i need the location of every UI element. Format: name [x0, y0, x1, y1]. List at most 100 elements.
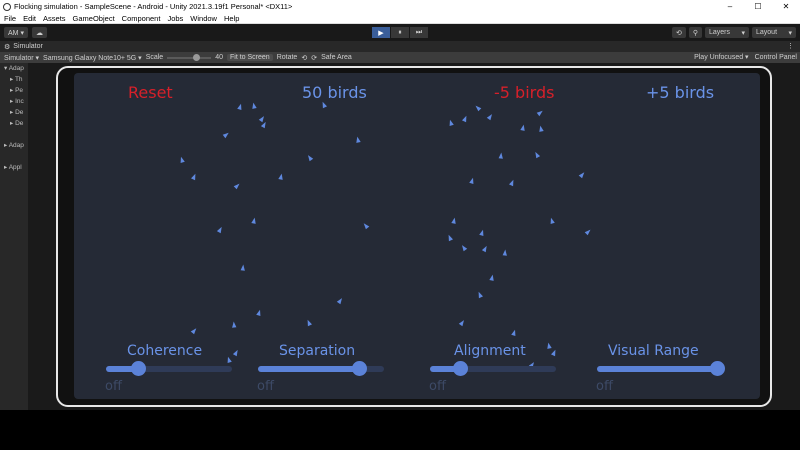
menu-jobs[interactable]: Jobs: [167, 13, 184, 23]
bird: [237, 103, 242, 110]
bird-count-label: 50 birds: [302, 83, 367, 102]
layout-dropdown[interactable]: Layout ▾: [752, 27, 796, 38]
chevron-down-icon: ▾: [741, 29, 745, 37]
account-dropdown[interactable]: AM ▾: [4, 27, 28, 38]
bird: [180, 156, 185, 163]
minimize-button[interactable]: –: [727, 2, 733, 11]
coherence-fill: [106, 366, 138, 372]
alignment-fill: [430, 366, 461, 372]
visual-range-slider[interactable]: [597, 361, 725, 376]
tree-item[interactable]: ▸ Th: [10, 76, 23, 83]
tree-item[interactable]: ▸ Inc: [10, 98, 24, 105]
play-mode-dropdown[interactable]: Play Unfocused ▾: [694, 54, 749, 61]
menu-assets[interactable]: Assets: [43, 13, 66, 23]
bird: [232, 321, 237, 328]
coherence-knob[interactable]: [130, 361, 146, 376]
tree-item[interactable]: ▸ De: [10, 109, 24, 116]
bird: [462, 115, 467, 123]
bird: [216, 226, 222, 234]
bird: [536, 110, 543, 117]
step-button[interactable]: ⏭: [410, 27, 428, 38]
bird: [551, 349, 556, 357]
play-button[interactable]: ▶: [372, 27, 390, 38]
menu-edit[interactable]: Edit: [23, 13, 37, 23]
window-title: Flocking simulation - SampleScene - Andr…: [14, 2, 293, 11]
window-controls: – ☐ ✕: [716, 0, 800, 13]
separation-slider[interactable]: [258, 361, 384, 376]
game-screen[interactable]: Reset 50 birds -5 birds +5 birds Coheren…: [74, 73, 760, 399]
rotate-left-icon[interactable]: ⟲: [301, 54, 308, 62]
tree-item[interactable]: ▸ Pe: [10, 87, 24, 94]
bird: [258, 116, 264, 123]
mode-dropdown[interactable]: Simulator ▾: [4, 54, 40, 62]
coherence-slider[interactable]: [106, 361, 232, 376]
menu-help[interactable]: Help: [223, 13, 240, 23]
bird: [486, 114, 492, 121]
device-dropdown[interactable]: Samsung Galaxy Note10+ 5G ▾: [43, 54, 142, 62]
reset-button[interactable]: Reset: [128, 83, 173, 102]
bird: [227, 356, 232, 363]
bird: [550, 217, 555, 224]
bird: [232, 349, 238, 357]
bird: [322, 101, 327, 109]
tab-menu-icon[interactable]: ⋮: [787, 43, 794, 50]
search-icon[interactable]: ⚲: [688, 27, 702, 38]
menu-bar: File Edit Assets GameObject Component Jo…: [0, 13, 800, 24]
simbar-right: Play Unfocused ▾ Control Panel: [688, 52, 797, 63]
alignment-label: Alignment: [454, 343, 526, 359]
simulator-tab-header: ⚙ Simulator ⋮: [0, 41, 800, 52]
history-icon[interactable]: ⟲: [671, 27, 686, 38]
bird: [190, 328, 197, 335]
menu-component[interactable]: Component: [121, 13, 161, 23]
scale-slider-knob[interactable]: [193, 53, 201, 61]
bird: [469, 177, 474, 184]
tab-simulator[interactable]: Simulator: [13, 43, 43, 50]
visual-range-off-label: off: [596, 379, 613, 394]
bird: [233, 183, 240, 190]
bird: [481, 245, 487, 253]
bird: [578, 172, 585, 179]
tree-spacer: [0, 129, 28, 140]
bird: [256, 309, 261, 316]
control-panel-button[interactable]: Control Panel: [754, 54, 797, 61]
bird: [458, 320, 464, 327]
separation-knob[interactable]: [351, 361, 367, 376]
layout-label: Layout: [756, 29, 778, 36]
bird: [498, 152, 503, 159]
cloud-icon[interactable]: ☁: [31, 27, 47, 38]
bird: [520, 124, 525, 131]
close-button[interactable]: ✕: [782, 2, 790, 11]
tree-spacer: [0, 151, 28, 162]
layers-label: Layers: [709, 29, 731, 36]
tree-item[interactable]: ▸ Adap: [4, 142, 24, 149]
visual-range-fill: [597, 366, 717, 372]
bird: [511, 329, 516, 336]
tree-item[interactable]: ▸ Appl: [4, 164, 22, 171]
layers-dropdown[interactable]: Layers ▾: [705, 27, 749, 38]
control-panel-tree: ▾ Adap ▸ Th ▸ Pe ▸ Inc ▸ De ▸ De ▸ Adap …: [0, 63, 28, 410]
pause-button[interactable]: ⏸: [391, 27, 409, 38]
add-birds-button[interactable]: +5 birds: [646, 83, 715, 102]
scale-slider[interactable]: [167, 53, 212, 61]
safe-area-toggle[interactable]: Safe Area: [321, 54, 352, 61]
bird: [448, 234, 453, 242]
menu-window[interactable]: Window: [190, 13, 217, 23]
remove-birds-button[interactable]: -5 birds: [494, 83, 555, 102]
bird: [222, 132, 229, 139]
maximize-button[interactable]: ☐: [754, 2, 762, 11]
fit-to-screen-button[interactable]: Fit to Screen: [227, 54, 273, 61]
tree-item[interactable]: ▸ De: [10, 120, 24, 127]
bird: [451, 217, 456, 224]
bird: [278, 173, 283, 180]
bird: [584, 229, 591, 236]
separation-fill: [258, 366, 359, 372]
tree-item[interactable]: ▾ Adap: [4, 65, 24, 72]
visual-range-knob[interactable]: [709, 361, 725, 376]
rotate-right-icon[interactable]: ⟳: [311, 54, 318, 62]
menu-file[interactable]: File: [4, 13, 17, 23]
alignment-slider[interactable]: [430, 361, 556, 376]
menu-gameobject[interactable]: GameObject: [72, 13, 115, 23]
bird: [462, 245, 468, 252]
alignment-knob[interactable]: [453, 361, 469, 376]
simulator-toolbar: Simulator ▾ Samsung Galaxy Note10+ 5G ▾ …: [0, 52, 800, 63]
